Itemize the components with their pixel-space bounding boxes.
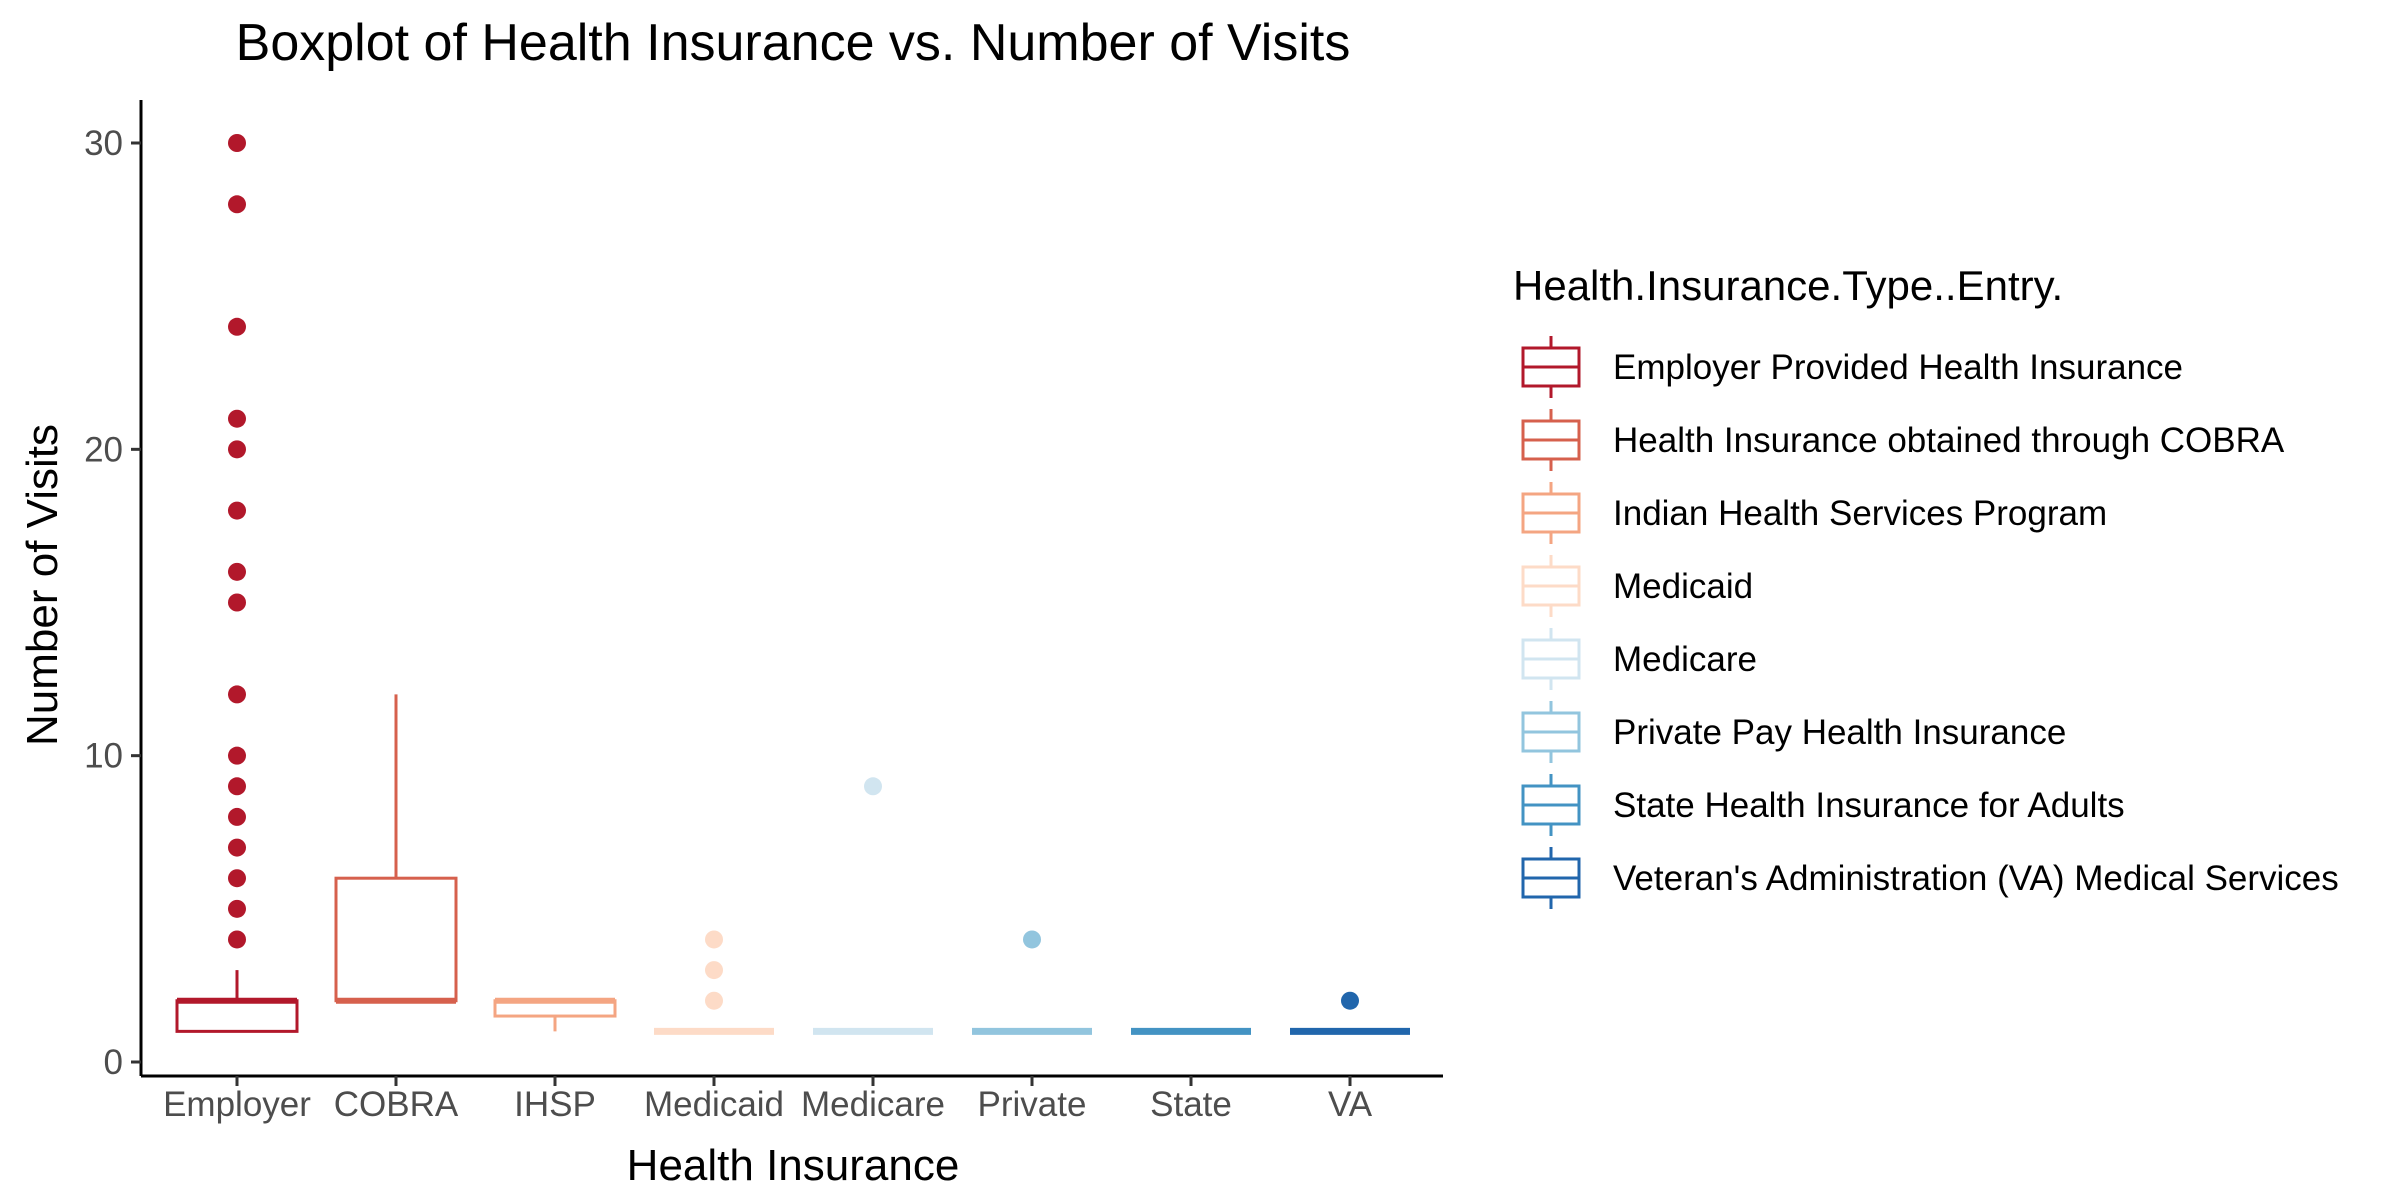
box-medicare (813, 777, 933, 1035)
outlier-point (228, 409, 246, 428)
box-medicaid (654, 930, 774, 1035)
legend-item: Health Insurance obtained through COBRA (1521, 409, 2285, 471)
iqr-box (334, 876, 458, 1003)
outlier-point (228, 746, 246, 765)
x-tick-label: Medicaid (644, 1085, 784, 1124)
outlier-point (228, 777, 246, 796)
x-axis-title: Health Insurance (627, 1141, 960, 1190)
x-tick-label: Medicare (801, 1085, 945, 1124)
plot-area: 0 10 20 30 Employer COBRA IHSP Medicaid Medicare… (84, 100, 1443, 1124)
outlier-point (228, 501, 246, 520)
legend-label: Veteran's Administration (VA) Medical Se… (1613, 859, 2339, 898)
outlier-point (705, 930, 723, 949)
y-tick-label: 30 (84, 124, 123, 163)
box-cobra (334, 694, 458, 1004)
legend-item: Private Pay Health Insurance (1521, 701, 2066, 763)
outlier-point (228, 807, 246, 826)
legend-item: Veteran's Administration (VA) Medical Se… (1521, 847, 2339, 909)
chart-title: Boxplot of Health Insurance vs. Number o… (236, 14, 1351, 72)
legend-label: Private Pay Health Insurance (1613, 713, 2066, 752)
outlier-point (705, 961, 723, 980)
outlier-point (1341, 991, 1359, 1010)
outlier-point (228, 899, 246, 918)
x-tick-label: Private (978, 1085, 1087, 1124)
outlier-point (228, 838, 246, 857)
x-tick-label: Employer (163, 1085, 311, 1124)
outlier-point (228, 685, 246, 704)
x-tick-label: COBRA (334, 1085, 459, 1124)
legend-label: Health Insurance obtained through COBRA (1613, 421, 2285, 460)
box-va (1290, 991, 1410, 1035)
legend-label: Medicaid (1613, 567, 1753, 606)
box-private (972, 930, 1092, 1035)
legend-label: State Health Insurance for Adults (1613, 786, 2125, 825)
box-ihsp (493, 997, 617, 1032)
legend-label: Employer Provided Health Insurance (1613, 348, 2183, 387)
legend-label: Medicare (1613, 640, 1757, 679)
legend-item: Employer Provided Health Insurance (1521, 336, 2183, 398)
outlier-point (228, 562, 246, 581)
legend-item: Medicaid (1521, 555, 1753, 617)
y-axis-title: Number of Visits (18, 424, 67, 746)
legend: Health.Insurance.Type..Entry. Employer P… (1513, 262, 2339, 909)
outlier-point (228, 134, 246, 152)
y-tick-label: 10 (84, 737, 123, 776)
x-tick-label: State (1150, 1085, 1232, 1124)
iqr-box (175, 999, 299, 1033)
outlier-point (1023, 930, 1041, 949)
legend-title: Health.Insurance.Type..Entry. (1513, 262, 2063, 309)
outlier-point (228, 317, 246, 336)
outlier-point (228, 440, 246, 459)
outlier-point (228, 195, 246, 214)
legend-item: Medicare (1521, 628, 1757, 690)
legend-item: State Health Insurance for Adults (1521, 774, 2125, 836)
x-tick-label: IHSP (514, 1085, 596, 1124)
outlier-point (864, 777, 882, 796)
x-tick-label: VA (1328, 1085, 1373, 1124)
y-tick-label: 20 (84, 430, 123, 469)
outlier-point (228, 869, 246, 888)
outlier-point (705, 991, 723, 1010)
legend-label: Indian Health Services Program (1613, 494, 2107, 533)
y-tick-label: 0 (104, 1043, 123, 1082)
legend-item: Indian Health Services Program (1521, 482, 2107, 544)
box-employer (175, 134, 299, 1033)
outlier-point (228, 930, 246, 949)
outlier-point (228, 593, 246, 612)
